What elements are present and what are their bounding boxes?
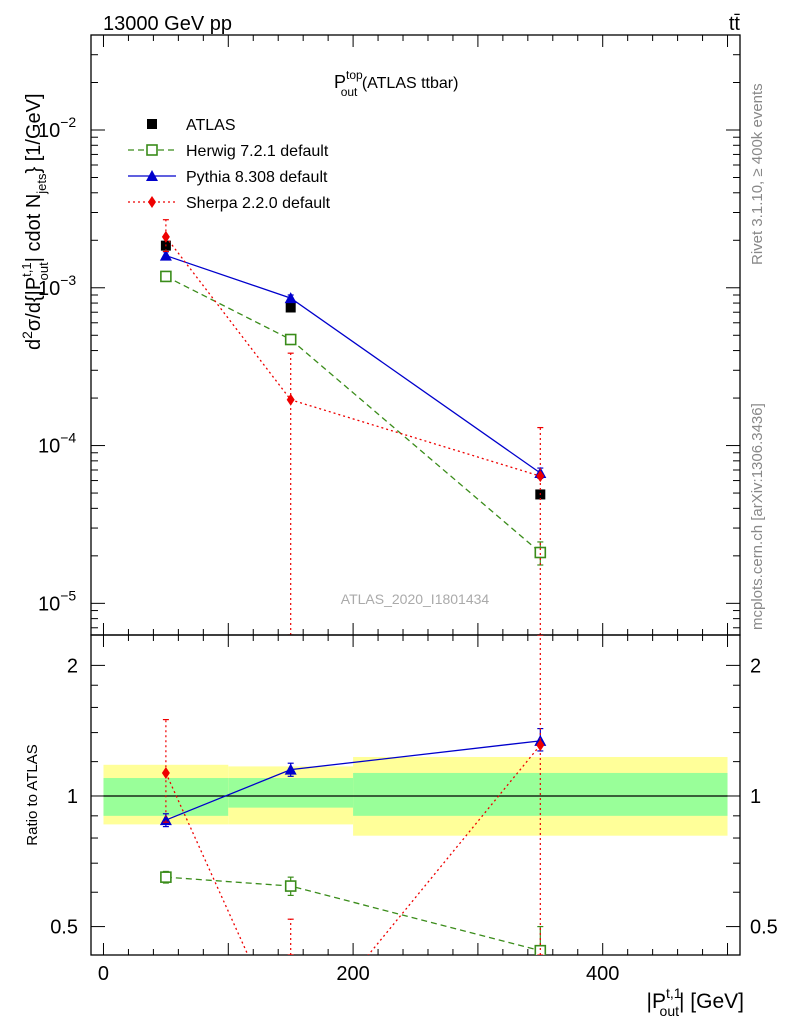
- main-herwig-point: [284, 333, 297, 346]
- rivet-label: Rivet 3.1.10, ≥ 400k events: [749, 83, 766, 265]
- main-sherpa-line: [165, 236, 541, 477]
- ratio-sherpa-line: [165, 744, 541, 955]
- main-herwig-point: [160, 270, 172, 283]
- energy-label: 13000 GeV pp: [103, 13, 232, 35]
- ratio-y-tick-label-left: 0.5: [50, 917, 78, 939]
- main-axes: 10−2 10−3 10−4 10−5: [38, 34, 741, 647]
- ratio-frame: [90, 634, 741, 956]
- ratio-y-axis-label: Ratio to ATLAS: [24, 744, 41, 845]
- plot-title: Ptop out (ATLAS ttbar): [334, 68, 458, 99]
- main-y-axis-label: d2σ/d{|Pt,1 out| cdot Njets} [1/GeV]: [19, 93, 51, 350]
- y-tick-label: 10−5: [38, 587, 76, 615]
- y-tick-label: 10−3: [38, 272, 76, 300]
- legend-atlas-marker: [147, 119, 157, 129]
- uncertainty-band-green: [228, 778, 354, 808]
- main-series: [159, 219, 547, 635]
- legend-herwig-marker: [146, 144, 158, 156]
- ratio-y-tick-label-right: 2: [750, 655, 761, 677]
- ratio-sherpa-point: [161, 766, 170, 779]
- ratio-sherpa-point: [536, 739, 545, 752]
- legend-atlas-label: ATLAS: [186, 117, 236, 134]
- legend-herwig-label: Herwig 7.2.1 default: [186, 143, 329, 160]
- y-tick-label: 10−4: [38, 430, 76, 458]
- main-pythia-line: [165, 254, 541, 474]
- legend-pythia-marker: [146, 170, 158, 181]
- main-pythia-point: [284, 292, 297, 304]
- ratio-series: [159, 635, 547, 955]
- legend-sherpa-label: Sherpa 2.2.0 default: [186, 195, 331, 212]
- legend-sherpa-marker: [148, 196, 156, 208]
- analysis-id: ATLAS_2020_I1801434: [341, 591, 490, 607]
- main-panel: Ptop out (ATLAS ttbar) ATLAS_2020_I180143…: [19, 34, 741, 647]
- main-pythia-point: [159, 249, 172, 261]
- ratio-y-tick-label-right: 0.5: [750, 917, 778, 939]
- main-series-group: [159, 219, 547, 635]
- ratio-axes: 0 200 400 0.5 0.5 1 1 2 2: [50, 634, 778, 985]
- main-herwig-point: [534, 546, 547, 559]
- main-atlas-point: [285, 302, 296, 313]
- x-axis-label: |Pt,1 out| [GeV]: [647, 985, 745, 1019]
- mcplots-label: mcplots.cern.ch [arXiv:1306.3436]: [749, 403, 766, 630]
- ratio-herwig-point: [534, 944, 547, 955]
- main-sherpa-point: [536, 470, 545, 483]
- main-sherpa-point: [286, 393, 295, 406]
- ratio-herwig-line: [165, 876, 541, 952]
- x-tick-label: 200: [336, 963, 369, 985]
- ratio-series-group: [159, 635, 547, 955]
- ratio-y-tick-label-right: 1: [750, 786, 761, 808]
- ratio-y-tick-label-left: 2: [67, 655, 78, 677]
- ratio-y-tick-label-left: 1: [67, 786, 78, 808]
- ratio-bands: [103, 756, 728, 836]
- main-herwig-line: [165, 275, 541, 553]
- ratio-herwig-point: [160, 871, 172, 883]
- process-label: tt̄: [729, 13, 741, 35]
- ratio-panel: 0 200 400 0.5 0.5 1 1 2 2 Ratio to ATLAS |Pt,1 ou…: [24, 634, 778, 1019]
- ratio-herwig-point: [284, 880, 297, 892]
- main-sherpa-point: [161, 230, 170, 243]
- ratio-pythia-point: [284, 763, 297, 775]
- legend: ATLAS Herwig 7.2.1 default Pythia 8.308 de…: [128, 117, 331, 212]
- x-tick-label: 0: [98, 963, 109, 985]
- x-tick-label: 400: [586, 963, 619, 985]
- y-tick-label: 10−2: [38, 114, 76, 142]
- legend-pythia-label: Pythia 8.308 default: [186, 169, 328, 186]
